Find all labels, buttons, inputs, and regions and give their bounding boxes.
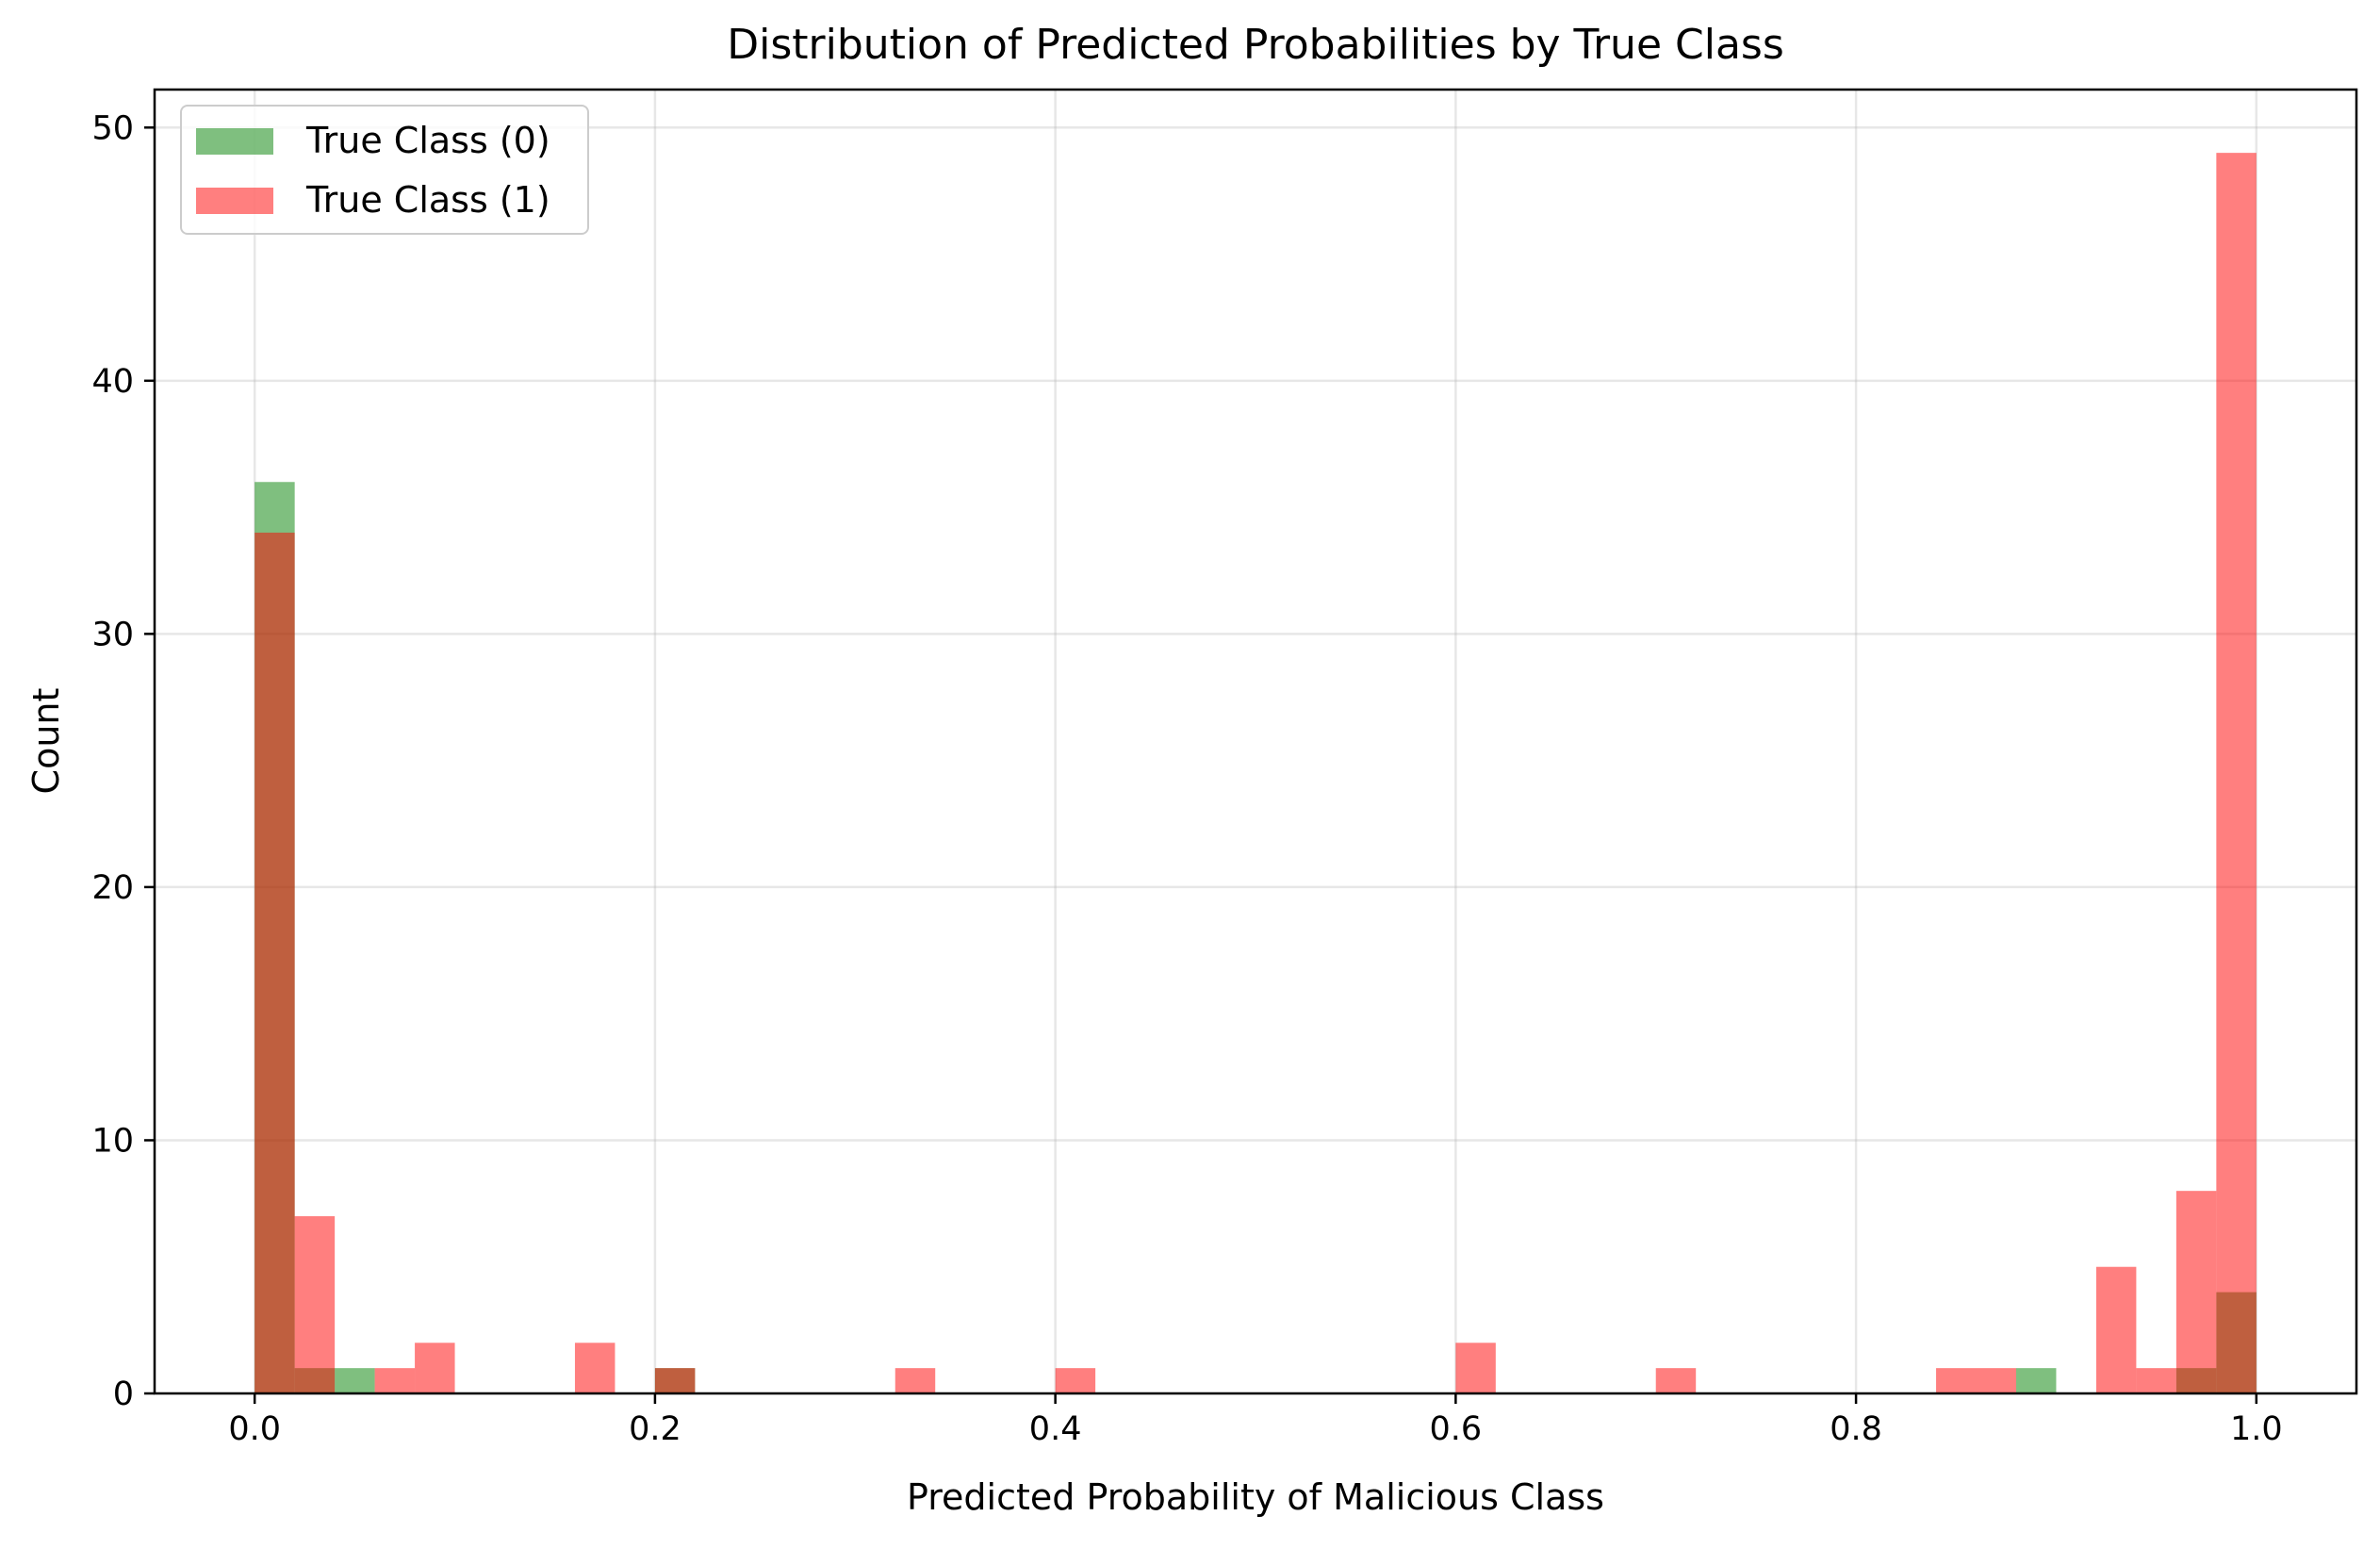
plot-frame bbox=[153, 88, 2358, 1395]
histogram-bar-class-1 bbox=[895, 1368, 936, 1393]
histogram-bar-class-1 bbox=[1655, 1368, 1697, 1393]
y-tick-label: 0 bbox=[113, 1376, 134, 1413]
histogram-bar-class-1 bbox=[1055, 1368, 1096, 1393]
histogram-bar-class-1 bbox=[2216, 153, 2257, 1393]
legend-label-class-1: True Class (1) bbox=[305, 179, 550, 221]
bars-layer bbox=[254, 153, 2257, 1394]
histogram-bar-class-1 bbox=[654, 1368, 696, 1393]
histogram-bar-class-1 bbox=[294, 1216, 336, 1393]
histogram-bar-class-0 bbox=[2015, 1368, 2057, 1393]
x-tick-label: 0.2 bbox=[629, 1410, 681, 1448]
x-tick-label: 1.0 bbox=[2230, 1410, 2283, 1448]
x-axis-label: Predicted Probability of Malicious Class bbox=[907, 1476, 1604, 1518]
histogram-bar-class-1 bbox=[2095, 1266, 2137, 1393]
legend-label-class-0: True Class (0) bbox=[305, 120, 550, 161]
histogram-bar-class-1 bbox=[1936, 1368, 1977, 1393]
histogram-bar-class-1 bbox=[1455, 1343, 1496, 1393]
y-tick-label: 50 bbox=[91, 109, 134, 147]
histogram-bar-class-1 bbox=[374, 1368, 416, 1393]
x-tick-label: 0.6 bbox=[1430, 1410, 1483, 1448]
histogram-bar-class-1 bbox=[2175, 1191, 2217, 1393]
legend: True Class (0) True Class (1) bbox=[180, 105, 589, 235]
y-tick-label: 20 bbox=[91, 869, 134, 907]
x-tick-label: 0.8 bbox=[1830, 1410, 1882, 1448]
histogram-bar-class-1 bbox=[2136, 1368, 2176, 1393]
legend-swatch-class-1 bbox=[196, 188, 273, 214]
histogram-bar-class-1 bbox=[254, 532, 295, 1393]
histogram-bar-class-1 bbox=[1976, 1368, 2016, 1393]
series-class-1 bbox=[254, 153, 2257, 1393]
y-tick-label: 10 bbox=[91, 1122, 134, 1160]
histogram-bar-class-1 bbox=[574, 1343, 616, 1393]
legend-swatch-class-0 bbox=[196, 128, 273, 155]
histogram-bar-class-1 bbox=[415, 1343, 455, 1393]
x-tick-label: 0.4 bbox=[1029, 1410, 1082, 1448]
x-tick-label: 0.0 bbox=[228, 1410, 281, 1448]
y-tick-label: 40 bbox=[91, 363, 134, 401]
y-axis-label: Count bbox=[25, 688, 67, 795]
y-tick-label: 30 bbox=[91, 616, 134, 653]
ticks-layer: 0.0 0.2 0.4 0.6 0.8 1.0 0 10 20 30 40 50 bbox=[91, 109, 2282, 1448]
chart-title: Distribution of Predicted Probabilities … bbox=[727, 21, 1784, 69]
legend-box bbox=[180, 105, 589, 235]
histogram-bar-class-0 bbox=[335, 1368, 375, 1393]
